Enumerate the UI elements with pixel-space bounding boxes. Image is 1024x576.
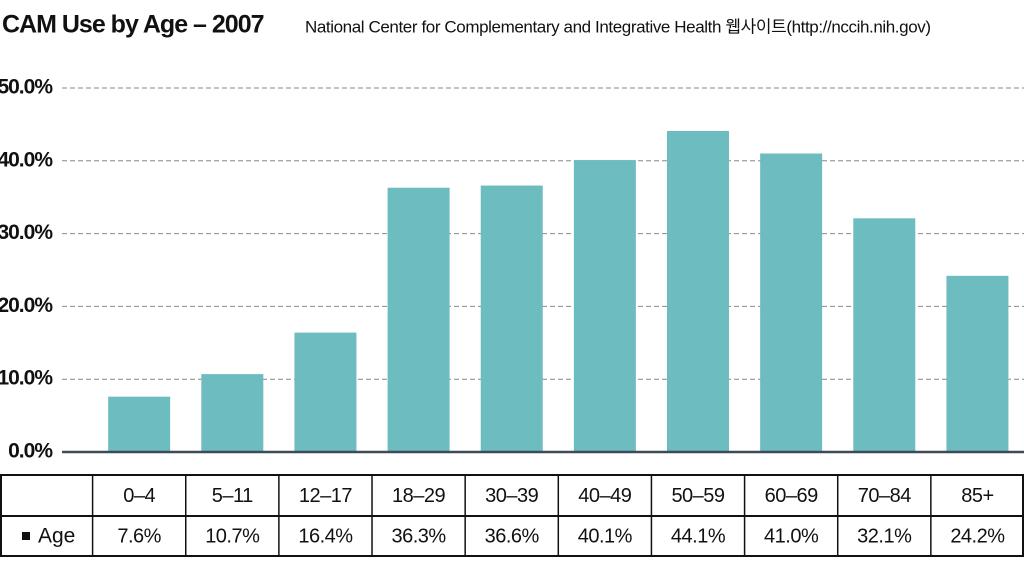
bar bbox=[387, 187, 450, 452]
bar bbox=[853, 218, 916, 452]
data-label: 44.1% bbox=[671, 525, 726, 547]
y-tick-label: 10.0% bbox=[0, 367, 53, 390]
x-tick-label: 5–11 bbox=[212, 485, 253, 507]
data-label: 7.6% bbox=[117, 525, 161, 547]
x-tick-label: 50–59 bbox=[671, 485, 724, 507]
y-tick-label: 30.0% bbox=[0, 221, 53, 244]
x-tick-label: 40–49 bbox=[578, 485, 631, 507]
bar bbox=[760, 153, 823, 452]
y-tick-label: 0.0% bbox=[8, 440, 53, 463]
data-label: 40.1% bbox=[578, 525, 633, 547]
legend-marker bbox=[22, 532, 30, 540]
x-tick-label: 60–69 bbox=[765, 485, 818, 507]
data-label: 41.0% bbox=[764, 525, 819, 547]
chart-subtitle: National Center for Complementary and In… bbox=[305, 17, 931, 36]
data-label: 32.1% bbox=[857, 525, 912, 547]
bar bbox=[946, 275, 1009, 452]
legend-label: Age bbox=[38, 525, 75, 548]
y-tick-label: 50.0% bbox=[0, 76, 53, 99]
bar bbox=[294, 332, 357, 452]
x-tick-label: 0–4 bbox=[123, 485, 155, 507]
data-label: 36.6% bbox=[485, 525, 540, 547]
bar bbox=[573, 160, 636, 452]
x-tick-label: 18–29 bbox=[392, 485, 445, 507]
x-tick-label: 70–84 bbox=[858, 485, 911, 507]
y-tick-label: 20.0% bbox=[0, 294, 53, 317]
bar bbox=[480, 185, 543, 452]
bar bbox=[108, 396, 171, 452]
x-tick-label: 12–17 bbox=[299, 485, 352, 507]
y-tick-label: 40.0% bbox=[0, 148, 53, 171]
data-label: 24.2% bbox=[950, 525, 1005, 547]
chart-title: CAM Use by Age – 2007 bbox=[2, 11, 264, 39]
data-label: 10.7% bbox=[205, 525, 260, 547]
x-tick-label: 85+ bbox=[961, 485, 993, 507]
bar bbox=[667, 130, 730, 452]
bar bbox=[201, 374, 264, 452]
data-label: 36.3% bbox=[391, 525, 446, 547]
data-label: 16.4% bbox=[298, 525, 353, 547]
x-tick-label: 30–39 bbox=[485, 485, 538, 507]
